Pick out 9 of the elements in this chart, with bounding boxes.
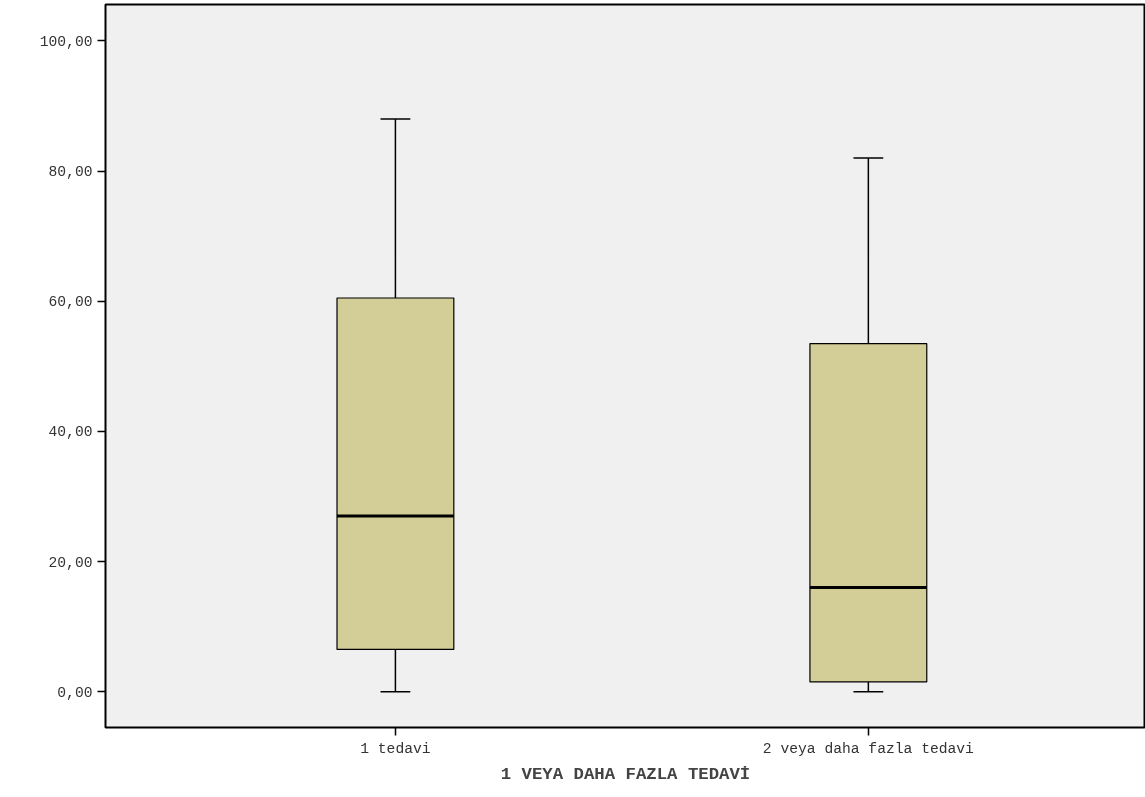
y-tick-label: 60,00 bbox=[48, 294, 93, 311]
y-tick-label: 80,00 bbox=[48, 164, 93, 181]
x-tick-label: 1 tedavi bbox=[360, 740, 431, 757]
x-tick-label: 2 veya daha fazla tedavi bbox=[762, 740, 975, 757]
y-tick-label: 100,00 bbox=[39, 33, 93, 50]
y-tick-label: 20,00 bbox=[48, 554, 93, 571]
x-axis-title: 1 VEYA DAHA FAZLA TEDAVİ bbox=[500, 764, 751, 784]
y-tick-label: 0,00 bbox=[57, 684, 93, 701]
y-tick-label: 40,00 bbox=[48, 424, 93, 441]
